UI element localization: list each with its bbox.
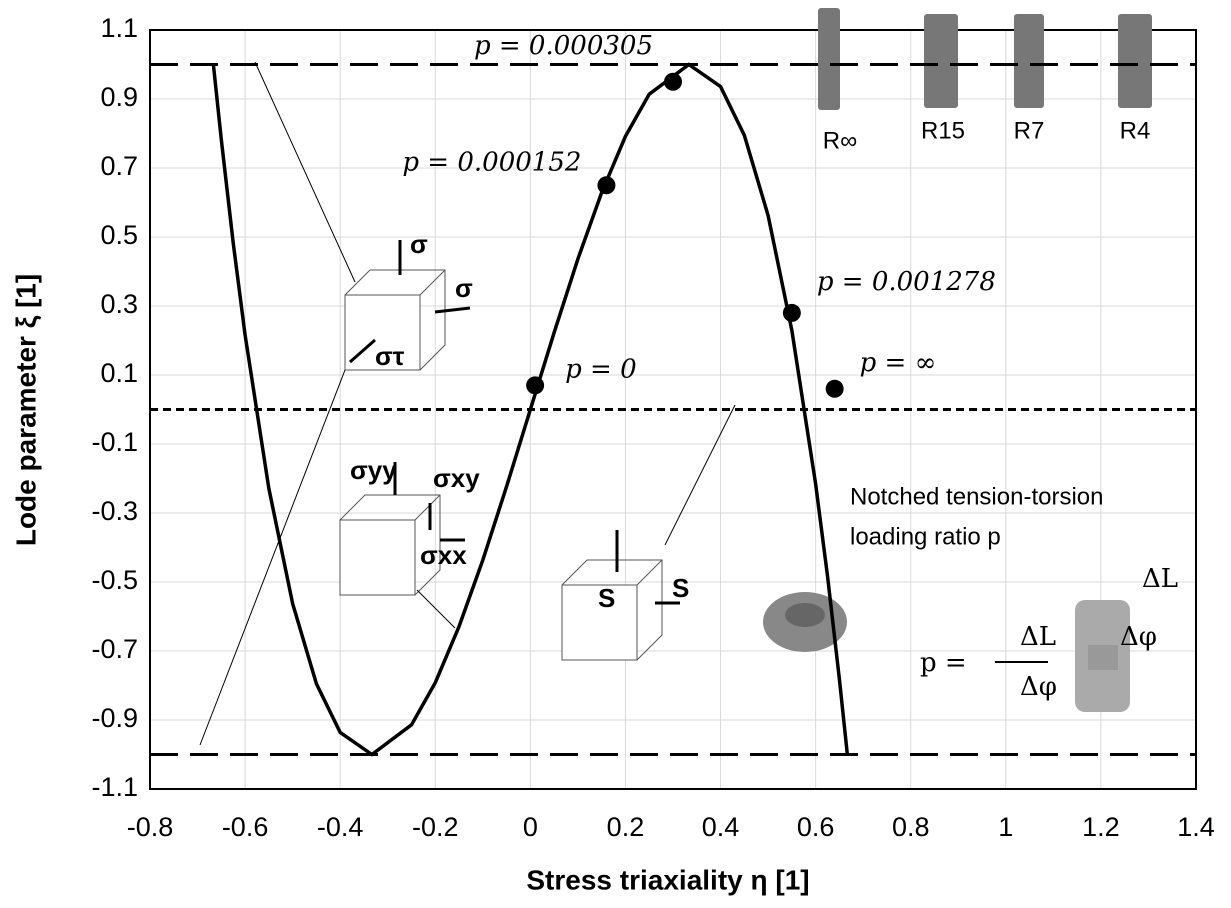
x-tick-label: 0.6 — [797, 812, 835, 842]
annotation: Δφ — [1020, 672, 1057, 702]
x-tick-label: 1.4 — [1177, 812, 1215, 842]
x-tick-label: 1 — [998, 812, 1013, 842]
annotation: Notched tension-torsion — [850, 483, 1103, 510]
y-tick-label: 1.1 — [100, 13, 138, 43]
annotation: ΔL — [1142, 564, 1178, 594]
y-tick-label: 0.9 — [100, 82, 138, 112]
x-tick-label: 0 — [523, 812, 538, 842]
annotation: R4 — [1120, 117, 1151, 144]
y-tick-label: 0.3 — [100, 289, 138, 319]
annotation: S — [672, 573, 689, 603]
point-label: p = 0.000305 — [474, 31, 653, 61]
point-label: p = ∞ — [860, 348, 937, 378]
stress-cube — [561, 530, 680, 661]
y-tick-label: 0.7 — [100, 151, 138, 181]
y-tick-label: -0.1 — [91, 427, 138, 457]
decoration — [199, 8, 1152, 746]
data-point — [597, 176, 616, 195]
x-tick-label: 0.4 — [702, 812, 740, 842]
annotation: σ — [455, 273, 473, 303]
annotation: σ — [410, 229, 428, 259]
y-tick-label: -0.9 — [91, 703, 138, 733]
y-tick-label: 0.1 — [100, 358, 138, 388]
annotation: p = — [920, 648, 967, 678]
point-label: p = 0 — [565, 354, 637, 384]
annotation: R∞ — [823, 127, 857, 154]
x-tick-label: -0.2 — [412, 812, 459, 842]
annotation: σxy — [433, 463, 480, 493]
x-tick-label: 1.2 — [1082, 812, 1120, 842]
specimen-icons — [763, 8, 1152, 712]
y-tick-label: -0.7 — [91, 634, 138, 664]
point-label: p = 0.000152 — [402, 147, 581, 177]
stress-cube — [344, 240, 471, 371]
plot-layer: p = 0 p = 0.000152 p = 0.000305 p = 0.00127… — [150, 31, 1196, 757]
y-tick-label: 0.5 — [100, 220, 138, 250]
annotation: R7 — [1014, 117, 1045, 144]
annotation: Δφ — [1120, 622, 1157, 652]
x-tick-label: 0.8 — [892, 812, 930, 842]
annotation: S — [598, 583, 615, 613]
y-tick-label: -1.1 — [91, 772, 138, 802]
data-point — [664, 72, 682, 91]
annotation: σyy — [350, 455, 397, 485]
annotation: loading ratio p — [850, 523, 1001, 550]
x-tick-label: 0.2 — [607, 812, 645, 842]
y-axis-title: Lode parameter ξ [1] — [10, 274, 41, 546]
annotation: σxx — [420, 540, 467, 570]
data-point — [782, 303, 801, 322]
y-tick-label: -0.3 — [91, 496, 138, 526]
annotation: στ — [375, 341, 405, 371]
point-label: p = 0.001278 — [817, 267, 996, 297]
y-tick-label: -0.5 — [91, 565, 138, 595]
x-tick-label: -0.4 — [317, 812, 364, 842]
data-point — [825, 379, 844, 398]
x-tick-label: -0.8 — [127, 812, 174, 842]
stress-cube — [339, 462, 465, 596]
x-axis-title: Stress triaxiality η [1] — [526, 864, 809, 895]
x-tick-label: -0.6 — [222, 812, 269, 842]
data-point — [526, 376, 545, 395]
annotation: R15 — [921, 117, 965, 144]
curve — [211, 62, 850, 757]
annotation: ΔL — [1020, 622, 1056, 652]
